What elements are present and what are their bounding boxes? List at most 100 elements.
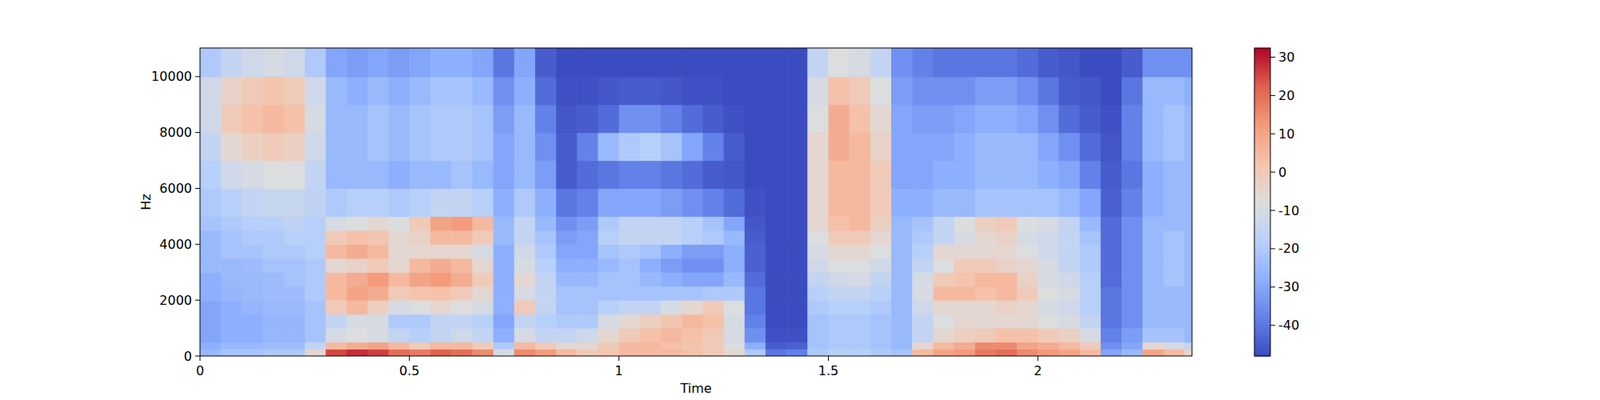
cell [451, 48, 473, 77]
cell [1080, 48, 1102, 77]
cell [660, 348, 683, 356]
cell [619, 244, 641, 259]
cell [870, 342, 892, 350]
cell [284, 132, 306, 162]
cell [346, 76, 368, 106]
cell [744, 48, 767, 77]
cell [702, 76, 724, 106]
cell [200, 160, 222, 190]
cell [849, 104, 872, 134]
cell [765, 314, 788, 329]
cell [346, 286, 368, 301]
cell [1163, 342, 1185, 350]
cell [724, 342, 746, 350]
cell [828, 272, 850, 287]
cell [870, 314, 892, 329]
cell [472, 216, 494, 231]
cell [1058, 76, 1080, 106]
cell [346, 348, 368, 356]
cell [451, 104, 473, 134]
cell [891, 272, 913, 287]
cell [1080, 272, 1102, 287]
cell [514, 132, 536, 162]
cell [870, 76, 892, 106]
cell [912, 286, 934, 301]
cell [409, 300, 432, 315]
cell [912, 244, 934, 259]
cell [660, 188, 683, 217]
cell [1142, 314, 1164, 329]
cell [576, 300, 599, 315]
cell [870, 104, 892, 134]
cell [430, 216, 452, 231]
cell [430, 342, 452, 350]
frame [200, 48, 1192, 356]
cell [996, 342, 1018, 350]
cell [493, 342, 516, 350]
cell [535, 348, 557, 356]
cell [975, 76, 997, 106]
cell [681, 348, 704, 356]
cell [786, 286, 808, 301]
cell [660, 258, 683, 273]
cell [304, 348, 327, 356]
cell [1184, 76, 1192, 106]
cell [597, 342, 620, 350]
cell [514, 328, 536, 343]
cell [346, 342, 368, 350]
cell [430, 160, 452, 190]
cell [870, 328, 892, 343]
cell [200, 342, 222, 350]
cell [200, 104, 222, 134]
cell [996, 300, 1018, 315]
cell [409, 258, 432, 273]
cell [1163, 160, 1185, 190]
x-tick [408, 356, 410, 361]
cell [200, 48, 222, 77]
cell [241, 342, 264, 350]
cell [451, 230, 473, 245]
cell [996, 48, 1018, 77]
cell [220, 272, 243, 287]
cell [1184, 244, 1192, 259]
cell [660, 342, 683, 350]
cell [241, 132, 264, 162]
cell [493, 230, 516, 245]
cell [535, 132, 557, 162]
cell [932, 348, 955, 356]
cell [1121, 328, 1144, 343]
cell [535, 216, 557, 231]
cell [891, 188, 913, 217]
x-tick [618, 356, 620, 361]
x-tick [200, 356, 201, 361]
cell [200, 132, 222, 162]
cell [304, 230, 327, 245]
colorbar-tick-label: -10 [1278, 203, 1300, 219]
cell [702, 328, 724, 343]
cell [702, 244, 724, 259]
cell [220, 76, 243, 106]
cell [263, 272, 285, 287]
cell [932, 76, 955, 106]
cell [932, 132, 955, 162]
cell [367, 348, 389, 356]
cell [724, 272, 746, 287]
cell [744, 76, 767, 106]
y-tick-label: 0 [184, 348, 192, 364]
cell [996, 286, 1018, 301]
cell [493, 104, 516, 134]
cell [828, 244, 850, 259]
cell [954, 328, 976, 343]
cell [1142, 216, 1164, 231]
cell [954, 286, 976, 301]
cell [640, 244, 662, 259]
cell [660, 104, 683, 134]
cell [409, 132, 432, 162]
cell [514, 160, 536, 190]
cell [1121, 132, 1144, 162]
cell [702, 286, 724, 301]
cell [241, 272, 264, 287]
cell [1163, 286, 1185, 301]
cell [1163, 104, 1185, 134]
cell [220, 48, 243, 77]
